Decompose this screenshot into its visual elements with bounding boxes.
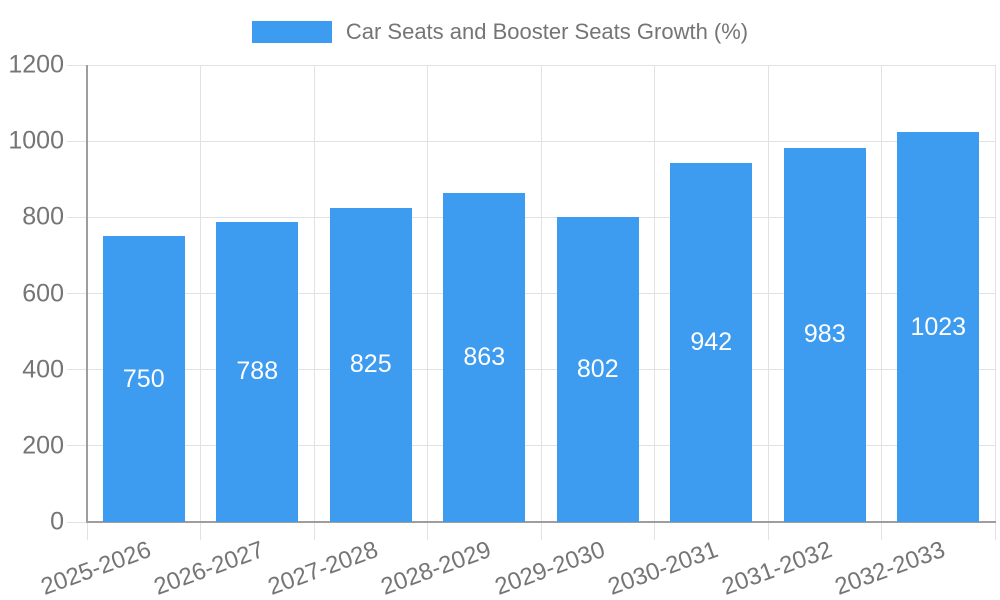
bar-value-label: 788	[236, 357, 279, 386]
bar-value-label: 825	[349, 350, 392, 379]
y-gridline	[67, 64, 995, 66]
bar[interactable]: 942	[670, 163, 753, 522]
y-axis-tick-label: 1000	[8, 126, 64, 155]
y-gridline	[67, 293, 995, 294]
y-gridline	[67, 445, 995, 447]
y-axis-tick-label: 200	[22, 431, 64, 460]
x-gridline	[654, 65, 655, 540]
bar[interactable]: 983	[783, 147, 866, 522]
bar[interactable]: 788	[216, 221, 299, 522]
x-axis-line	[86, 521, 996, 523]
bar[interactable]: 863	[443, 193, 526, 522]
x-gridline	[540, 65, 542, 540]
x-axis-tick-label: 2027-2028	[264, 536, 382, 600]
y-axis-tick-label: 1200	[8, 50, 64, 79]
bar[interactable]: 825	[329, 207, 412, 522]
x-gridline	[313, 65, 315, 540]
x-gridline	[767, 65, 769, 540]
x-axis-tick-label: 2025-2026	[37, 536, 155, 600]
bar-value-label: 942	[690, 328, 733, 357]
y-axis-tick-label: 600	[22, 279, 64, 307]
bar[interactable]: 802	[556, 216, 639, 522]
x-gridline	[881, 65, 882, 540]
x-axis-tick-label: 2028-2029	[377, 536, 495, 600]
x-axis-tick-label: 2032-2033	[831, 536, 949, 600]
bar-value-label: 983	[803, 320, 846, 349]
y-axis-tick-label: 0	[50, 507, 64, 536]
x-axis-tick-label: 2031-2032	[718, 536, 836, 600]
bar-value-label: 863	[463, 343, 506, 372]
y-axis-line	[86, 65, 88, 522]
x-axis-tick-label: 2029-2030	[491, 536, 609, 600]
bar[interactable]: 750	[102, 236, 185, 522]
y-axis-tick-label: 800	[22, 202, 64, 231]
y-gridline	[67, 369, 995, 371]
x-gridline	[200, 65, 201, 540]
y-axis-tick-label: 400	[22, 355, 64, 384]
legend-swatch	[251, 21, 332, 43]
x-axis-tick-label: 2026-2027	[150, 536, 268, 600]
bar-value-label: 1023	[910, 312, 967, 341]
legend-label: Car Seats and Booster Seats Growth (%)	[345, 18, 749, 44]
y-gridline	[67, 140, 995, 142]
x-gridline	[994, 65, 996, 540]
x-gridline	[427, 65, 428, 540]
bar-value-label: 750	[122, 364, 165, 393]
y-gridline	[67, 216, 995, 218]
legend[interactable]: Car Seats and Booster Seats Growth (%)	[0, 18, 1000, 46]
x-axis-tick-label: 2030-2031	[604, 536, 722, 600]
bar[interactable]: 1023	[897, 132, 980, 522]
bar-value-label: 802	[576, 354, 619, 383]
